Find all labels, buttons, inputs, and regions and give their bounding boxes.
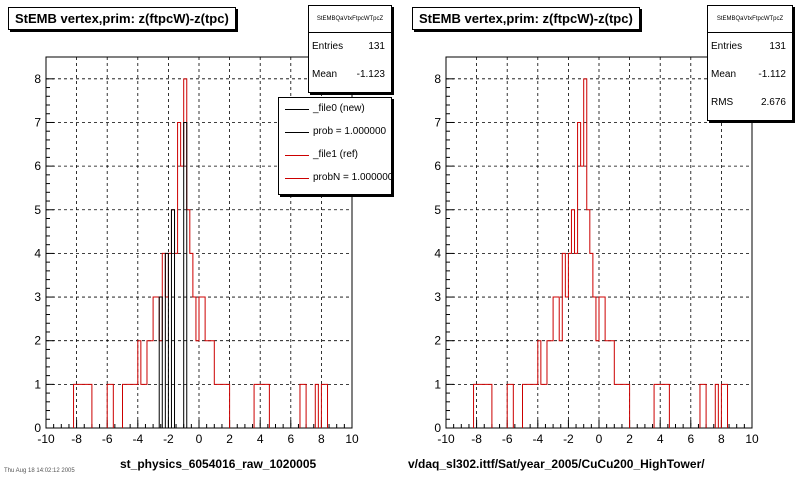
left-xtick-label: 0 bbox=[196, 432, 203, 446]
left-stats-mean-label: Mean bbox=[312, 69, 338, 80]
left-plot-title: StEMB vertex,prim: z(ftpcW)-z(tpc) bbox=[8, 7, 236, 30]
legend-entry-file0: _file0 (new) bbox=[279, 98, 391, 121]
right-xtick-label: 4 bbox=[657, 432, 664, 446]
right-stats-mean-value: -1.112 bbox=[758, 69, 786, 80]
left-series-1-histogram bbox=[158, 121, 188, 428]
left-stats-entries-value: 131 bbox=[368, 41, 385, 52]
right-ytick-label: 7 bbox=[434, 115, 441, 129]
right-stats-rms-label: RMS bbox=[711, 97, 734, 108]
right-ytick-label: 2 bbox=[434, 334, 441, 348]
right-ytick-label: 6 bbox=[434, 159, 441, 173]
left-ytick-label: 6 bbox=[34, 159, 41, 173]
left-stats-name: StEMBQaVtxFtpcWTpcZ bbox=[309, 6, 391, 33]
left-legend: _file0 (new) prob = 1.000000 _file1 (ref… bbox=[278, 97, 392, 195]
left-xtick-label: -10 bbox=[37, 432, 55, 446]
left-ytick-label: 2 bbox=[34, 334, 41, 348]
left-ytick-label: 5 bbox=[34, 203, 41, 217]
right-plot-caption: v/daq_sl302.ittf/Sat/year_2005/CuCu200_H… bbox=[408, 457, 705, 471]
right-stats-entries-label: Entries bbox=[711, 41, 743, 52]
legend-label-probn: probN = 1.000000 bbox=[313, 172, 392, 183]
right-histogram-plot: -10 -8 -6 -4 -2 0 2 4 6 8 10 0 1 2 3 4 5 6 7 8 bbox=[434, 56, 759, 446]
right-stats-rms: RMS 2.676 bbox=[708, 89, 792, 117]
right-xtick-label: 8 bbox=[718, 432, 725, 446]
right-xtick-label: 2 bbox=[626, 432, 633, 446]
right-plot-title: StEMB vertex,prim: z(ftpcW)-z(tpc) bbox=[412, 7, 640, 30]
right-ytick-label: 4 bbox=[434, 246, 441, 260]
left-ytick-label: 8 bbox=[34, 72, 41, 86]
right-xtick-label: -10 bbox=[437, 432, 455, 446]
legend-label-file0: _file0 (new) bbox=[313, 103, 365, 114]
left-ytick-label: 4 bbox=[34, 246, 41, 260]
right-xtick-label: 0 bbox=[596, 432, 603, 446]
legend-entry-prob: prob = 1.000000 bbox=[279, 121, 391, 144]
left-xtick-label: -8 bbox=[71, 432, 82, 446]
right-xtick-label: 6 bbox=[687, 432, 694, 446]
left-stats-entries-label: Entries bbox=[312, 41, 344, 52]
left-stats-mean: Mean -1.123 bbox=[309, 61, 391, 89]
legend-line-prob bbox=[285, 132, 309, 133]
left-plot-caption: st_physics_6054016_raw_1020005 bbox=[120, 457, 317, 471]
right-ytick-label: 0 bbox=[434, 421, 441, 435]
legend-line-probn bbox=[285, 178, 309, 179]
right-ytick-label: 1 bbox=[434, 377, 441, 391]
legend-entry-probn: probN = 1.000000 bbox=[279, 167, 391, 190]
corner-timestamp: Thu Aug 18 14:02:12 2005 bbox=[4, 468, 75, 474]
legend-entry-file1: _file1 (ref) bbox=[279, 144, 391, 167]
legend-label-prob: prob = 1.000000 bbox=[313, 126, 387, 137]
left-ytick-label: 0 bbox=[34, 421, 41, 435]
right-xtick-label: 10 bbox=[745, 432, 759, 446]
left-ytick-label: 3 bbox=[34, 290, 41, 304]
left-stats-mean-value: -1.123 bbox=[356, 69, 385, 80]
right-ytick-label: 8 bbox=[434, 72, 441, 86]
left-ytick-label: 1 bbox=[34, 377, 41, 391]
legend-label-file1: _file1 (ref) bbox=[313, 149, 359, 160]
left-xtick-label: 4 bbox=[257, 432, 264, 446]
left-stats-box: StEMBQaVtxFtpcWTpcZ Entries 131 Mean -1.… bbox=[308, 5, 392, 93]
left-xtick-label: 2 bbox=[226, 432, 233, 446]
right-ytick-label: 3 bbox=[434, 290, 441, 304]
right-stats-entries: Entries 131 bbox=[708, 33, 792, 61]
left-xtick-label: 6 bbox=[287, 432, 294, 446]
legend-line-file1 bbox=[285, 155, 309, 156]
left-ytick-label: 7 bbox=[34, 115, 41, 129]
legend-line-file0 bbox=[285, 109, 309, 110]
right-stats-name: StEMBQaVtxFtpcWTpcZ bbox=[708, 6, 792, 33]
right-ytick-label: 5 bbox=[434, 203, 441, 217]
left-xtick-label: -2 bbox=[163, 432, 174, 446]
right-stats-mean: Mean -1.112 bbox=[708, 61, 792, 89]
right-xtick-label: -8 bbox=[471, 432, 482, 446]
right-xtick-label: -2 bbox=[563, 432, 574, 446]
left-series-0-histogram bbox=[73, 78, 329, 428]
left-stats-entries: Entries 131 bbox=[309, 33, 391, 61]
left-xtick-label: 8 bbox=[318, 432, 325, 446]
right-stats-rms-value: 2.676 bbox=[760, 97, 786, 108]
left-xtick-label: -4 bbox=[132, 432, 143, 446]
right-series-0-histogram bbox=[473, 78, 729, 428]
right-stats-box: StEMBQaVtxFtpcWTpcZ Entries 131 Mean -1.… bbox=[707, 5, 793, 121]
right-xtick-label: -6 bbox=[502, 432, 513, 446]
left-xtick-label: 10 bbox=[345, 432, 359, 446]
right-stats-mean-label: Mean bbox=[711, 69, 737, 80]
right-stats-entries-value: 131 bbox=[769, 41, 786, 52]
right-xtick-label: -4 bbox=[532, 432, 543, 446]
left-xtick-label: -6 bbox=[102, 432, 113, 446]
